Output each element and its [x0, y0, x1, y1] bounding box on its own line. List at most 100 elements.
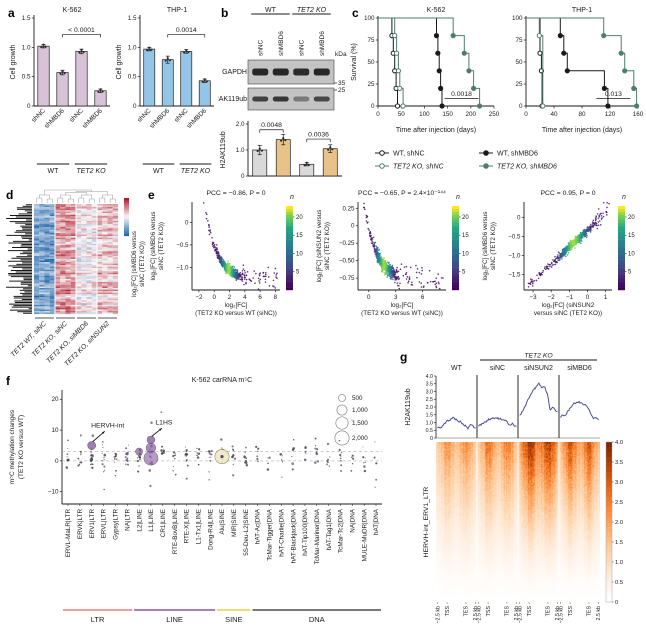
svg-text:Gypsy|LTR: Gypsy|LTR [113, 509, 120, 540]
svg-text:hAT-Tip100|DNA: hAT-Tip100|DNA [302, 508, 309, 556]
profile-and-heatmap: TET2 KO WT siNC siNSUN2 siMBD6 0 0.5 1.0 1.5 2.0 2… [396, 350, 646, 634]
svg-text:shNC: shNC [173, 107, 190, 124]
svg-text:−10: −10 [48, 489, 59, 496]
survival-curve-thp1: THP-1 0 25 50 75 100 0 40 80 120 160 Time after inj… [502, 4, 644, 149]
svg-text:4: 4 [243, 294, 247, 301]
svg-text:0.5: 0.5 [128, 74, 137, 81]
svg-text:DNA: DNA [309, 615, 325, 624]
svg-text:< 0.0001: < 0.0001 [68, 27, 95, 34]
svg-text:TES: TES [505, 606, 511, 617]
panel-letter-d: d [6, 188, 14, 202]
svg-text:LINE: LINE [166, 615, 183, 624]
svg-text:K-562: K-562 [427, 7, 446, 14]
svg-text:RTE-BovB|LINE: RTE-BovB|LINE [172, 509, 179, 554]
svg-text:kDa: kDa [335, 51, 347, 58]
svg-text:120: 120 [605, 111, 616, 118]
svg-text:0: 0 [367, 294, 371, 301]
svg-text:200: 200 [466, 111, 477, 118]
svg-text:0: 0 [517, 214, 521, 221]
svg-text:−2.5 kb: −2.5 kb [435, 606, 441, 624]
svg-text:0: 0 [27, 103, 31, 110]
svg-text:SINE: SINE [225, 615, 243, 624]
svg-text:0: 0 [212, 294, 216, 301]
svg-text:WT: WT [265, 7, 277, 14]
svg-text:TSS: TSS [527, 606, 533, 617]
svg-text:log₂[FC] (siMBD6 versus: log₂[FC] (siMBD6 versus [150, 212, 157, 281]
svg-text:MIR|SINE: MIR|SINE [231, 509, 238, 537]
svg-text:log₂[FC] (siNSUN2 versus: log₂[FC] (siNSUN2 versus [316, 210, 323, 283]
svg-text:TES: TES [587, 606, 593, 617]
panel-a: 0 0.5 1.0 1.5 Cell growth K-562 < 0.0001 shNC sh… [8, 4, 218, 186]
svg-text:shMBD6: shMBD6 [149, 107, 172, 130]
density-scatter-1: PCC = −0.86, P = 0 0 −0.5 −1.0 −2 0 2 4 6 8 log₂[F… [146, 186, 312, 361]
panel-letter-e: e [148, 188, 155, 202]
svg-text:TET2 WT, siNC: TET2 WT, siNC [10, 320, 48, 358]
panel-letter-f: f [6, 374, 10, 388]
svg-text:shMBD6: shMBD6 [81, 107, 104, 130]
svg-text:TET2 KO: TET2 KO [524, 353, 553, 360]
svg-text:m⁵C methylation changes: m⁵C methylation changes [9, 409, 16, 484]
panel-b: WT TET2 KO shNC shMBD6 shNC shMBD6 kDa GAPDH 35 H… [210, 4, 350, 188]
svg-text:H2AK119ub: H2AK119ub [218, 96, 247, 103]
svg-text:hAT-Tag1|DNA: hAT-Tag1|DNA [326, 508, 333, 550]
svg-text:2.5 kb: 2.5 kb [555, 606, 561, 620]
svg-text:hAT-Ac|DNA: hAT-Ac|DNA [255, 508, 262, 544]
svg-text:TSS: TSS [445, 606, 451, 617]
svg-text:shMBD6: shMBD6 [186, 107, 209, 130]
svg-text:4.0: 4.0 [426, 374, 433, 380]
panel-d: TET2 WT, siNC TET2 KO, siNC TET2 KO, siMBD… [4, 186, 146, 398]
survival-legend: WT, shNC WT, shMBD6 TET2 KO, shNC TET2 KO, … [368, 146, 626, 179]
svg-text:−1.0: −1.0 [508, 253, 521, 260]
svg-text:0.5: 0.5 [615, 580, 623, 586]
svg-text:PCC = 0.95, P = 0: PCC = 0.95, P = 0 [540, 190, 595, 197]
svg-text:TET2 KO: TET2 KO [297, 7, 327, 14]
svg-text:Cell growth: Cell growth [116, 44, 123, 79]
svg-text:25: 25 [338, 87, 346, 94]
svg-text:WT, shNC: WT, shNC [393, 150, 425, 157]
svg-text:10: 10 [628, 251, 635, 257]
svg-text:−0.25: −0.25 [339, 240, 355, 247]
svg-text:ERVK|LTR: ERVK|LTR [77, 509, 84, 540]
coverage-heatmap-canvas [436, 442, 600, 602]
svg-text:0.5: 0.5 [22, 74, 31, 81]
svg-text:n: n [290, 194, 294, 201]
svg-text:3.5: 3.5 [426, 382, 433, 388]
svg-text:1,000: 1,000 [352, 407, 368, 414]
svg-text:log₂[FC]: log₂[FC] [225, 302, 248, 309]
svg-text:0.0036: 0.0036 [308, 132, 329, 139]
svg-text:0: 0 [430, 436, 433, 442]
svg-text:1.0: 1.0 [128, 44, 137, 51]
svg-text:100: 100 [364, 15, 375, 22]
svg-text:log₂[FC] (siMBD6 versus: log₂[FC] (siMBD6 versus [132, 231, 138, 297]
svg-text:8: 8 [274, 294, 278, 301]
svg-text:2.0: 2.0 [236, 121, 245, 128]
svg-text:log₂[FC]: log₂[FC] [391, 302, 414, 309]
svg-text:hAT-Charlie|DNA: hAT-Charlie|DNA [278, 508, 285, 557]
svg-text:Time after injection (days): Time after injection (days) [396, 127, 476, 134]
svg-text:0.013: 0.013 [605, 91, 622, 98]
panel-letter-c: c [352, 6, 359, 20]
svg-text:hAT|DNA: hAT|DNA [373, 508, 380, 535]
svg-text:H2AK119ub: H2AK119ub [405, 388, 412, 425]
svg-text:1.0: 1.0 [236, 147, 245, 154]
svg-text:160: 160 [633, 111, 644, 118]
svg-text:1: 1 [604, 294, 608, 301]
svg-text:0.5: 0.5 [426, 428, 433, 434]
svg-text:shNC: shNC [136, 107, 153, 124]
svg-text:RTE-X|LINE: RTE-X|LINE [184, 509, 191, 543]
svg-text:siNC: siNC [490, 365, 505, 372]
svg-text:Cell growth: Cell growth [10, 44, 17, 79]
svg-text:40: 40 [550, 111, 558, 118]
svg-text:2.0: 2.0 [615, 520, 623, 526]
svg-text:shNC: shNC [298, 39, 305, 56]
svg-text:50: 50 [367, 59, 375, 66]
svg-text:shNC: shNC [68, 107, 85, 124]
svg-text:(TET2 KO versus WT (siNC)): (TET2 KO versus WT (siNC)) [361, 310, 443, 317]
svg-text:0: 0 [586, 294, 590, 301]
svg-text:ERVL|LTR: ERVL|LTR [101, 509, 108, 539]
svg-text:150: 150 [442, 111, 453, 118]
svg-text:WT: WT [451, 365, 463, 372]
svg-text:2,000: 2,000 [352, 435, 368, 442]
svg-text:15: 15 [462, 233, 469, 239]
svg-text:TcMar-Mariner|DNA: TcMar-Mariner|DNA [314, 508, 321, 564]
